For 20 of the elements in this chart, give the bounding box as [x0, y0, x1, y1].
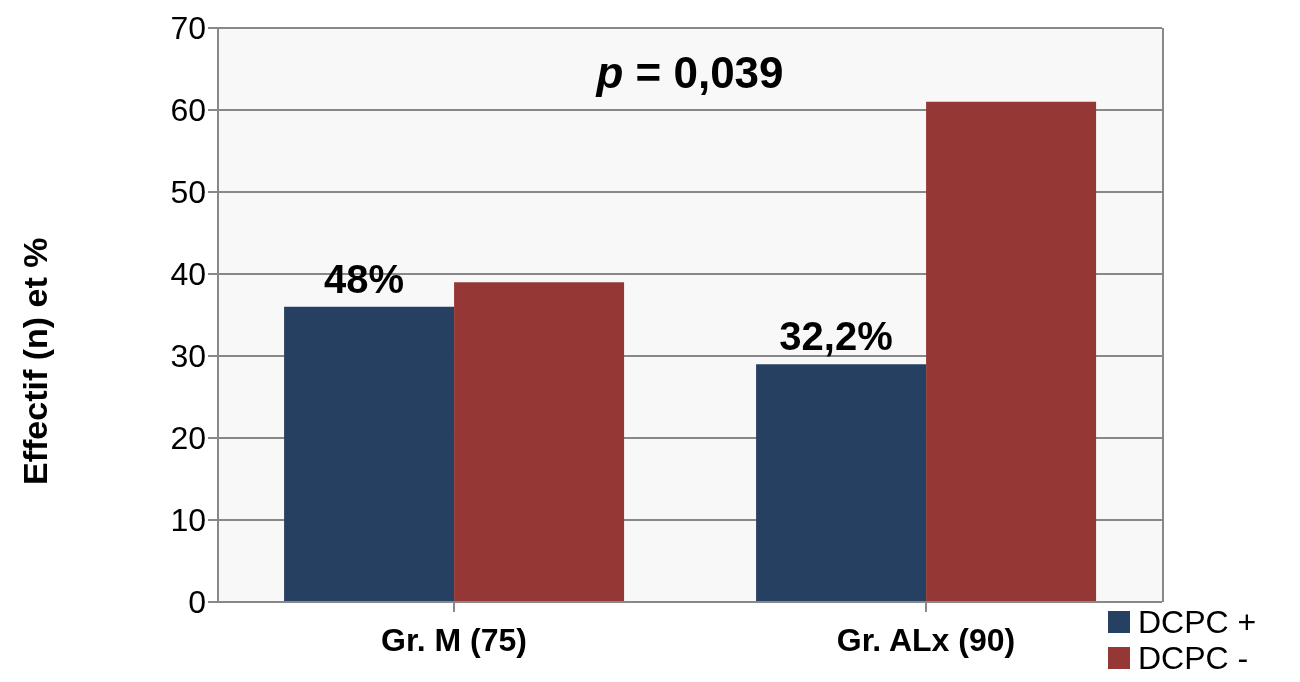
y-tick-label: 70 — [170, 10, 206, 47]
y-tick-label: 40 — [170, 256, 206, 293]
y-tick-label: 0 — [188, 584, 206, 621]
x-tick-label: Gr. ALx (90) — [836, 621, 1016, 658]
bar — [756, 364, 927, 602]
y-tick-label: 30 — [170, 338, 206, 375]
y-tick-label: 60 — [170, 92, 206, 129]
annotation: p = 0,039 — [594, 48, 785, 98]
legend-label: DCPC - — [1138, 640, 1249, 676]
y-axis-title: Effectif (n) et % — [16, 237, 55, 485]
bar — [454, 282, 625, 602]
annotation: 48% — [323, 256, 405, 301]
bar — [926, 101, 1097, 602]
legend-label: DCPC + — [1138, 604, 1257, 640]
bar — [284, 306, 455, 602]
y-tick-label: 20 — [170, 420, 206, 457]
x-tick-label: Gr. M (75) — [381, 621, 527, 658]
annotation: 32,2% — [779, 314, 893, 359]
y-tick-label: 10 — [170, 502, 206, 539]
y-tick-label: 50 — [170, 174, 206, 211]
